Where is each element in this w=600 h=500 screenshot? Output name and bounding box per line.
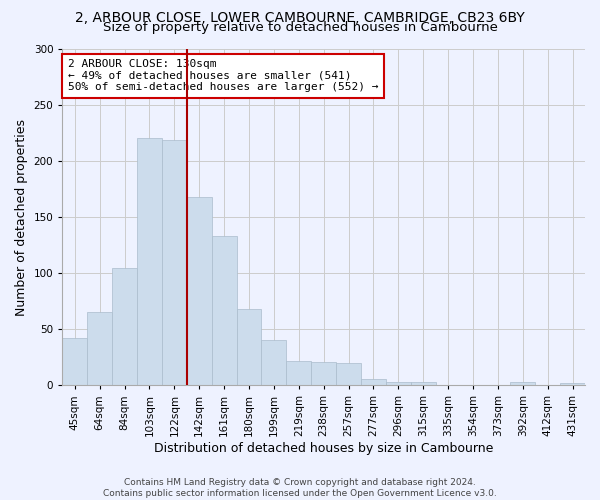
- Bar: [212, 236, 236, 386]
- Bar: [62, 338, 87, 386]
- Bar: [311, 362, 336, 386]
- Bar: [560, 383, 585, 386]
- Bar: [262, 340, 286, 386]
- Bar: [286, 360, 311, 386]
- Bar: [336, 363, 361, 386]
- Bar: [112, 268, 137, 386]
- Bar: [361, 378, 386, 386]
- Bar: [162, 140, 187, 386]
- Bar: [187, 197, 212, 386]
- Y-axis label: Number of detached properties: Number of detached properties: [15, 118, 28, 316]
- Bar: [386, 382, 411, 386]
- Text: Contains HM Land Registry data © Crown copyright and database right 2024.
Contai: Contains HM Land Registry data © Crown c…: [103, 478, 497, 498]
- Bar: [137, 138, 162, 386]
- Bar: [87, 312, 112, 386]
- Bar: [411, 382, 436, 386]
- Text: 2 ARBOUR CLOSE: 130sqm
← 49% of detached houses are smaller (541)
50% of semi-de: 2 ARBOUR CLOSE: 130sqm ← 49% of detached…: [68, 59, 378, 92]
- Text: Size of property relative to detached houses in Cambourne: Size of property relative to detached ho…: [103, 22, 497, 35]
- X-axis label: Distribution of detached houses by size in Cambourne: Distribution of detached houses by size …: [154, 442, 493, 455]
- Text: 2, ARBOUR CLOSE, LOWER CAMBOURNE, CAMBRIDGE, CB23 6BY: 2, ARBOUR CLOSE, LOWER CAMBOURNE, CAMBRI…: [75, 12, 525, 26]
- Bar: [511, 382, 535, 386]
- Bar: [236, 309, 262, 386]
